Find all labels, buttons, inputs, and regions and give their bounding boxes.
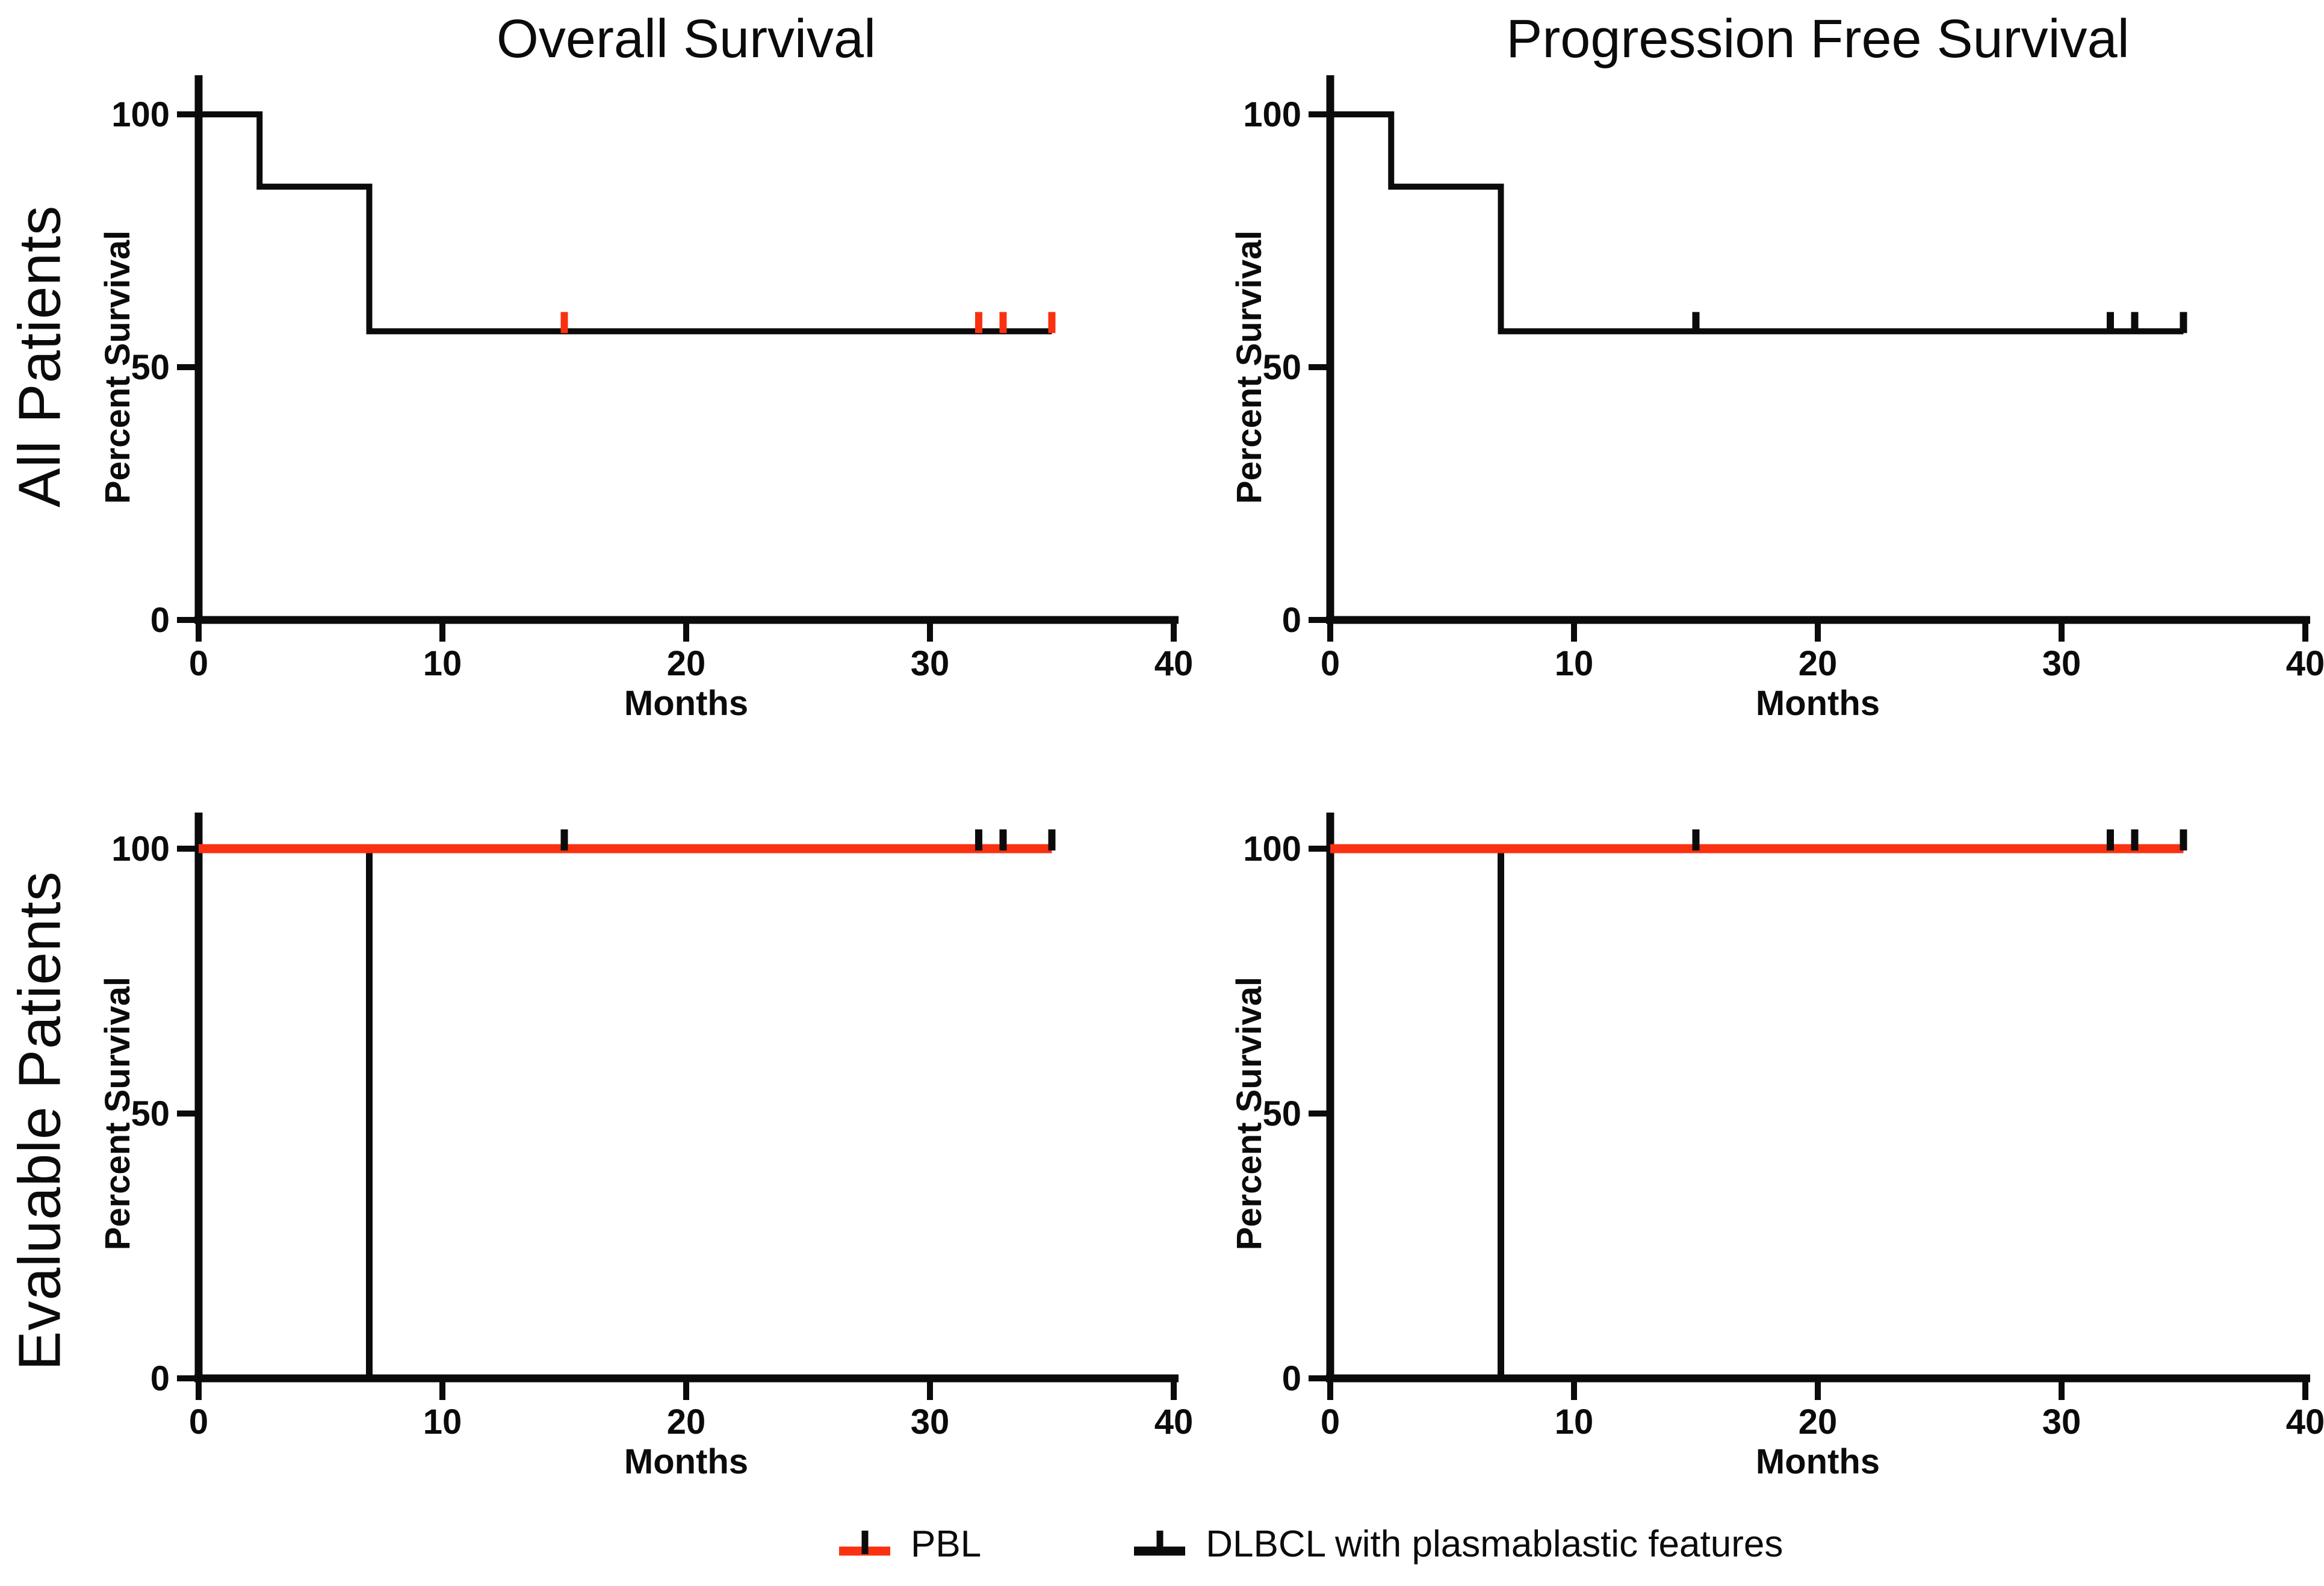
y-tick-label: 0: [150, 601, 170, 640]
y-axis-label: Percent Survival: [1230, 231, 1269, 504]
y-tick-label: 100: [1243, 95, 1301, 134]
x-tick-label: 20: [1799, 644, 1838, 683]
y-axis-label: Percent Survival: [98, 977, 137, 1251]
legend-label-dlbcl: DLBCL with plasmablastic features: [1206, 1523, 1783, 1565]
survival-curve: [199, 111, 1052, 335]
x-tick-label: 10: [1555, 644, 1594, 683]
survival-curve: [199, 845, 373, 1378]
x-tick-label: 0: [1321, 1402, 1340, 1442]
y-tick-label: 50: [1262, 348, 1301, 387]
legend-label-pbl: PBL: [911, 1523, 982, 1565]
km-plot: Progression Free Survival 0 50 100 0 10 20 30 40…: [1230, 9, 2324, 723]
chart-progression-free-survival-evaluable-patients: 0 50 100 0 10 20 30 40 Months Percent Survival: [1216, 795, 2324, 1493]
x-tick-label: 30: [911, 644, 950, 683]
y-tick-label: 50: [1262, 1094, 1301, 1133]
y-tick-label: 50: [131, 1094, 170, 1133]
x-tick-label: 40: [1154, 1402, 1194, 1442]
chart-overall-survival-evaluable-patients: 0 50 100 0 10 20 30 40 Months Percent Survival: [84, 795, 1193, 1493]
x-tick-label: 10: [423, 644, 462, 683]
x-tick-label: 30: [2042, 644, 2081, 683]
x-tick-label: 10: [423, 1402, 462, 1442]
y-tick-label: 0: [150, 1359, 170, 1398]
x-tick-label: 30: [2042, 1402, 2081, 1442]
chart-overall-survival-all-patients: Overall Survival 0 50 100 0 10 20 30 40 Months Per…: [84, 0, 1193, 723]
y-axis-label: Percent Survival: [98, 231, 137, 504]
y-tick-label: 100: [111, 95, 170, 134]
y-tick-label: 50: [131, 348, 170, 387]
x-tick-label: 40: [2286, 1402, 2324, 1442]
y-tick-label: 0: [1282, 1359, 1301, 1398]
x-tick-label: 40: [2286, 644, 2324, 683]
x-tick-label: 30: [911, 1402, 950, 1442]
y-tick-label: 100: [111, 829, 170, 869]
km-plot: 0 50 100 0 10 20 30 40 Months Percent Survival: [98, 813, 1193, 1481]
y-axis-label: Percent Survival: [1230, 977, 1269, 1251]
km-plot: Overall Survival 0 50 100 0 10 20 30 40 Months Per…: [98, 9, 1193, 723]
x-tick-label: 0: [1321, 644, 1340, 683]
x-tick-label: 0: [189, 644, 208, 683]
survival-curve: [1330, 845, 1504, 1378]
dlbcl-censored-line-icon: [1134, 1531, 1186, 1556]
x-tick-label: 40: [1154, 644, 1194, 683]
chart-title: Progression Free Survival: [1506, 9, 2129, 69]
chart-progression-free-survival-all-patients: Progression Free Survival 0 50 100 0 10 20 30 40…: [1216, 0, 2324, 723]
row-label-all-patients: All Patients: [6, 205, 73, 508]
legend-item-dlbcl: DLBCL with plasmablastic features: [1132, 1520, 1783, 1568]
x-tick-label: 20: [1799, 1402, 1838, 1442]
x-axis-label: Months: [624, 684, 748, 723]
x-axis-label: Months: [1756, 684, 1880, 723]
legend-item-pbl: PBL: [837, 1520, 981, 1568]
pbl-censored-line-icon: [839, 1531, 890, 1556]
x-tick-label: 10: [1555, 1402, 1594, 1442]
chart-title: Overall Survival: [497, 9, 876, 69]
y-tick-label: 100: [1243, 829, 1301, 869]
figure-legend: PBL DLBCL with plasmablastic features: [837, 1511, 1783, 1577]
x-tick-label: 0: [189, 1402, 208, 1442]
km-plot: 0 50 100 0 10 20 30 40 Months Percent Survival: [1230, 813, 2324, 1481]
row-label-evaluable-patients: Evaluable Patients: [6, 871, 73, 1371]
survival-curve: [1330, 111, 2184, 335]
y-tick-label: 0: [1282, 601, 1301, 640]
x-axis-label: Months: [624, 1442, 748, 1481]
x-tick-label: 20: [667, 1402, 706, 1442]
x-axis-label: Months: [1756, 1442, 1880, 1481]
x-tick-label: 20: [667, 644, 706, 683]
